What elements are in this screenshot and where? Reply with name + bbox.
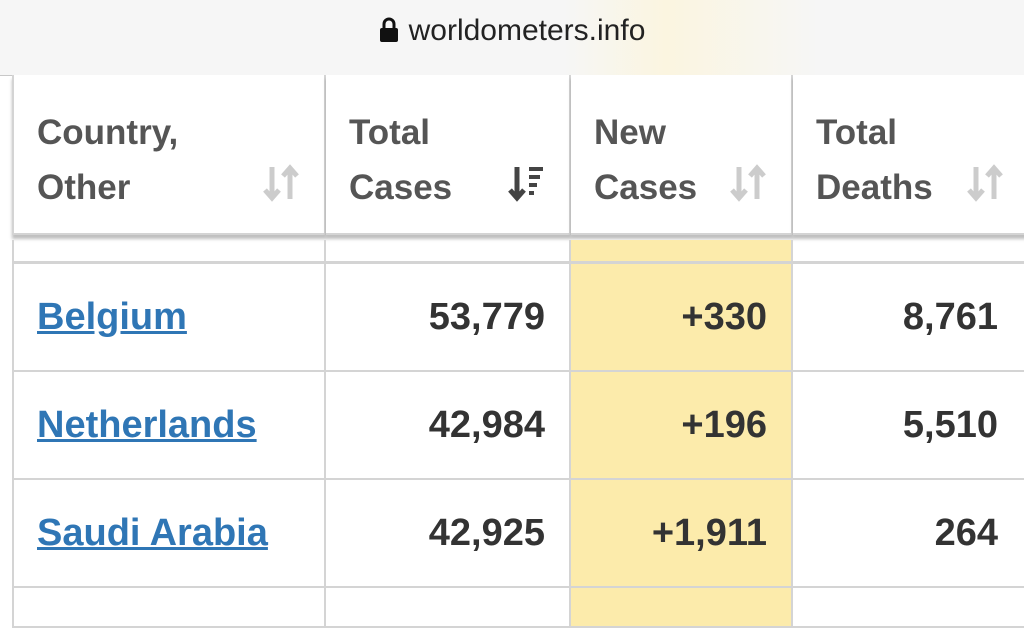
spacer-cell <box>326 240 571 264</box>
header-text: Total Deaths <box>816 113 933 207</box>
sort-icon[interactable] <box>729 163 769 203</box>
sort-icon[interactable] <box>262 163 302 203</box>
number-cell: 53,779 <box>326 264 571 372</box>
column-header[interactable]: New Cases <box>571 75 793 235</box>
cell-value: +330 <box>681 296 767 338</box>
spacer-cell <box>571 240 793 264</box>
cell-value: 5,510 <box>902 404 998 446</box>
url-row: worldometers.info <box>0 14 1024 48</box>
country-cell: Saudi Arabia <box>12 480 326 588</box>
column-header[interactable]: Country, Other <box>12 75 326 235</box>
number-cell: +196 <box>571 372 793 480</box>
number-cell: +330 <box>571 264 793 372</box>
number-cell: 42,925 <box>326 480 571 588</box>
next-row-cell <box>793 588 1024 628</box>
country-link[interactable]: Belgium <box>37 296 187 338</box>
header-text: New Cases <box>594 113 698 207</box>
number-cell: 42,984 <box>326 372 571 480</box>
column-header[interactable]: Total Cases <box>326 75 571 235</box>
number-cell: +1,911 <box>571 480 793 588</box>
cell-value: 53,779 <box>428 296 545 338</box>
number-cell: 264 <box>793 480 1024 588</box>
number-cell: 8,761 <box>793 264 1024 372</box>
cell-value: 42,984 <box>428 404 545 446</box>
header-text: Total Cases <box>349 113 453 207</box>
cell-value: +1,911 <box>651 512 767 554</box>
sort-button[interactable] <box>262 163 302 208</box>
sort-button[interactable] <box>729 163 769 208</box>
sort-icon[interactable] <box>507 163 547 203</box>
number-cell: 5,510 <box>793 372 1024 480</box>
cell-value: 42,925 <box>428 512 545 554</box>
lock-icon <box>379 17 398 42</box>
next-row-cell <box>326 588 571 628</box>
spacer-cell <box>793 240 1024 264</box>
sort-icon[interactable] <box>966 163 1006 203</box>
spacer-cell <box>12 240 326 264</box>
country-cell: Netherlands <box>12 372 326 480</box>
country-cell: Belgium <box>12 264 326 372</box>
next-row-cell <box>12 588 326 628</box>
cell-value: 8,761 <box>902 296 998 338</box>
url[interactable]: worldometers.info <box>408 14 646 47</box>
column-header[interactable]: Total Deaths <box>793 75 1024 235</box>
address-bar: worldometers.info <box>0 0 1024 76</box>
country-link[interactable]: Netherlands <box>37 404 257 446</box>
sort-button[interactable] <box>507 163 547 208</box>
next-row-cell <box>571 588 793 628</box>
country-link[interactable]: Saudi Arabia <box>37 512 268 554</box>
cell-value: +196 <box>681 404 767 446</box>
sort-button[interactable] <box>966 163 1006 208</box>
header-text: Country, Other <box>37 113 179 207</box>
cell-value: 264 <box>934 512 998 554</box>
